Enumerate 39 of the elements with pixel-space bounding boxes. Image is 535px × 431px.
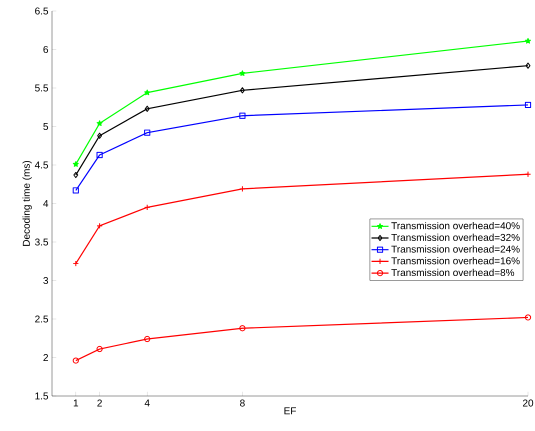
point xyxy=(96,346,103,352)
y-axis-title: Decoding time (ms) xyxy=(22,160,32,246)
point xyxy=(72,187,79,194)
point xyxy=(96,120,103,126)
legend-label: Transmission overhead=24% xyxy=(391,245,520,253)
y-tick-label: 4.5 xyxy=(34,162,48,168)
y-tick-label: 5 xyxy=(43,123,48,130)
x-tick-label: 4 xyxy=(144,400,150,406)
point xyxy=(239,325,246,332)
y-tick-label: 2.5 xyxy=(35,315,48,323)
x-tick-label: 2 xyxy=(97,400,102,406)
point xyxy=(144,336,150,342)
point xyxy=(525,38,531,44)
y-tick-label: 3.5 xyxy=(35,238,48,246)
y-tick-label: 5.5 xyxy=(35,84,48,92)
y-tick-label: 6 xyxy=(43,46,48,54)
point xyxy=(144,106,150,112)
x-tick-label: 1 xyxy=(74,400,78,406)
y-tick-label: 2 xyxy=(43,354,48,361)
legend-label: Transmission overhead=32% xyxy=(391,234,520,241)
x-axis-title: EF xyxy=(284,407,296,414)
point xyxy=(239,112,246,119)
x-tick-label: 20 xyxy=(522,400,534,407)
point xyxy=(239,70,246,76)
point xyxy=(524,102,532,108)
y-tick-label: 3 xyxy=(43,276,48,284)
x-tick-label: 8 xyxy=(240,400,245,407)
point xyxy=(97,132,102,139)
y-tick-label: 4 xyxy=(43,200,48,207)
point xyxy=(240,87,245,94)
legend-label: Transmission overhead=8% xyxy=(391,268,514,276)
y-tick-label: 6.5 xyxy=(35,7,48,15)
point xyxy=(144,130,150,136)
legend-label: Transmission overhead=16% xyxy=(391,257,520,264)
y-tick-label: 1.5 xyxy=(35,392,48,400)
legend-label: Transmission overhead=40% xyxy=(391,222,520,230)
point xyxy=(144,90,150,96)
point xyxy=(96,152,103,158)
point xyxy=(72,161,79,167)
